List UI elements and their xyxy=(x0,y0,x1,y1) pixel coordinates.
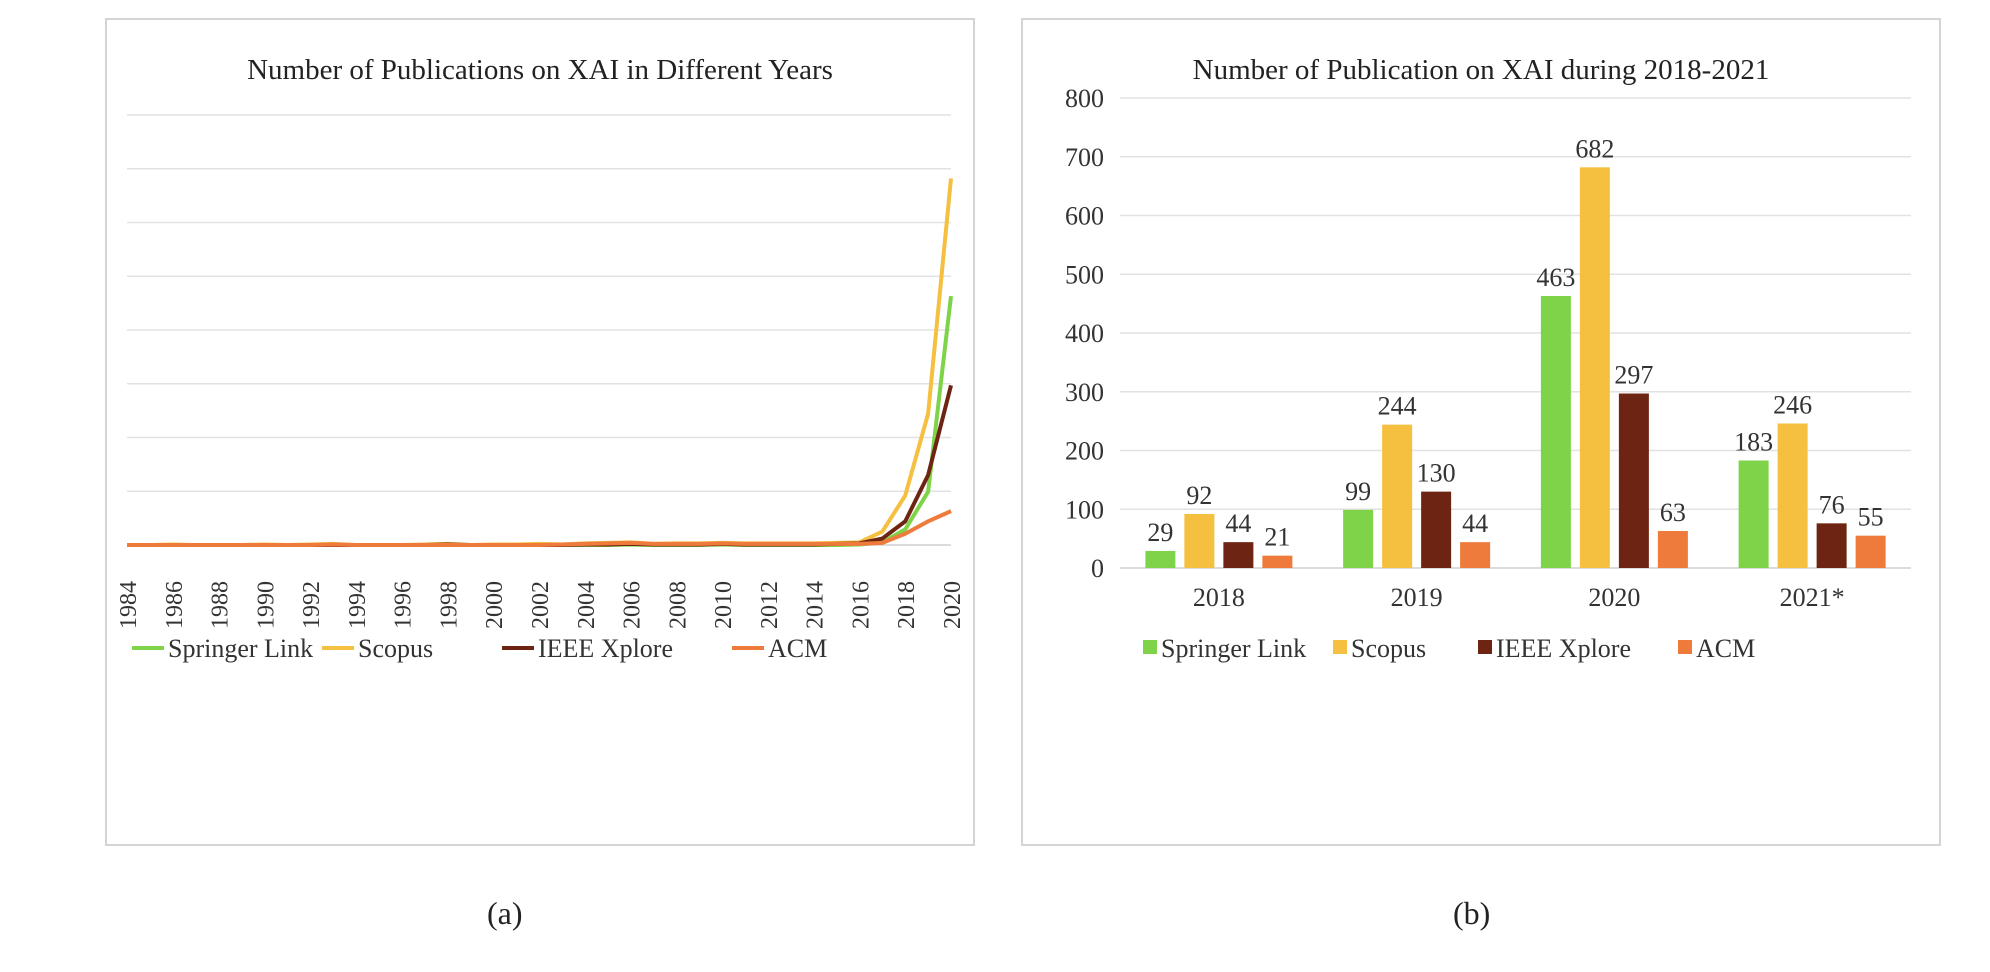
caption-a: (a) xyxy=(487,895,523,931)
y-tick-label: 100 xyxy=(1065,495,1104,524)
x-tick-label: 2004 xyxy=(574,581,600,629)
legend-label: ACM xyxy=(1696,634,1755,663)
data-label: 246 xyxy=(1773,390,1812,419)
data-label: 44 xyxy=(1225,509,1251,538)
x-tick-label: 2016 xyxy=(848,581,874,629)
x-tick-label: 1996 xyxy=(391,581,417,629)
data-label: 29 xyxy=(1147,518,1173,547)
data-label: 682 xyxy=(1575,134,1614,163)
y-tick-label: 200 xyxy=(1065,437,1104,466)
x-tick-label: 1998 xyxy=(436,581,462,629)
x-tick-label: 1984 xyxy=(116,581,142,629)
bar xyxy=(1657,530,1688,568)
data-label: 55 xyxy=(1858,503,1884,532)
bar xyxy=(1421,491,1452,568)
y-tick-label: 700 xyxy=(1065,143,1104,172)
x-tick-label: 2018 xyxy=(894,581,920,629)
x-tick-label: 2020 xyxy=(1588,583,1640,612)
data-label: 130 xyxy=(1417,459,1456,488)
legend-label: Springer Link xyxy=(168,634,313,663)
x-tick-label: 2000 xyxy=(482,581,508,629)
bar xyxy=(1460,542,1491,568)
y-tick-label: 0 xyxy=(1091,554,1104,583)
bar xyxy=(1579,167,1610,568)
chart-panel-a: Number of Publications on XAI in Differe… xyxy=(105,18,975,846)
x-tick-label: 2012 xyxy=(757,581,783,629)
bar xyxy=(1855,535,1886,568)
data-label: 244 xyxy=(1378,392,1417,421)
bar xyxy=(1343,509,1374,568)
bar xyxy=(1777,423,1808,568)
legend-label: IEEE Xplore xyxy=(538,634,673,663)
x-tick-label: 2008 xyxy=(665,581,691,629)
legend-label: IEEE Xplore xyxy=(1496,634,1631,663)
data-label: 21 xyxy=(1264,523,1290,552)
bar xyxy=(1145,550,1176,568)
x-tick-label: 2018 xyxy=(1193,583,1245,612)
chart-panel-b: Number of Publication on XAI during 2018… xyxy=(1021,18,1941,846)
legend-swatch xyxy=(1333,640,1347,654)
legend-label: Scopus xyxy=(358,634,433,663)
series-line xyxy=(127,384,953,547)
x-tick-label: 2021* xyxy=(1780,583,1845,612)
chart-title: Number of Publications on XAI in Differe… xyxy=(247,54,833,86)
x-tick-label: 2010 xyxy=(711,581,737,629)
x-tick-label: 1994 xyxy=(345,581,371,629)
x-tick-label: 2006 xyxy=(620,581,646,629)
bar xyxy=(1738,460,1769,568)
x-tick-label: 1992 xyxy=(299,581,325,629)
x-tick-label: 1988 xyxy=(208,581,234,629)
x-tick-label: 2002 xyxy=(528,581,554,629)
line-chart: 0100200300400500600700800198419861988199… xyxy=(116,114,966,663)
data-label: 99 xyxy=(1345,477,1371,506)
data-label: 297 xyxy=(1614,361,1653,390)
data-label: 44 xyxy=(1462,509,1488,538)
data-label: 76 xyxy=(1819,490,1845,519)
legend-swatch xyxy=(1478,640,1492,654)
bar xyxy=(1184,513,1215,568)
bar xyxy=(1816,523,1847,568)
x-tick-label: 2019 xyxy=(1391,583,1443,612)
bar xyxy=(1540,295,1571,568)
bar xyxy=(1382,424,1413,568)
series-line xyxy=(127,178,953,547)
legend-label: Scopus xyxy=(1351,634,1426,663)
y-tick-label: 500 xyxy=(1065,260,1104,289)
caption-b: (b) xyxy=(1453,895,1491,931)
bar xyxy=(1223,542,1254,568)
bar-chart: 0 100 200 300 400 500 600 700 800 29 92 44 21 2018 99 2… xyxy=(1065,84,1911,663)
series-line xyxy=(127,509,952,547)
legend-swatch xyxy=(1143,640,1157,654)
y-tick-label: 800 xyxy=(1065,84,1104,113)
series-line xyxy=(127,295,953,547)
x-tick-label: 1990 xyxy=(253,581,279,629)
legend-label: Springer Link xyxy=(1161,634,1306,663)
bar xyxy=(1618,393,1649,568)
data-label: 183 xyxy=(1734,427,1773,456)
y-tick-label: 600 xyxy=(1065,202,1104,231)
bar xyxy=(1262,555,1293,568)
data-label: 92 xyxy=(1186,481,1212,510)
x-tick-label: 2014 xyxy=(803,581,829,629)
x-tick-label: 1986 xyxy=(162,581,188,629)
y-tick-label: 400 xyxy=(1065,319,1104,348)
y-tick-label: 300 xyxy=(1065,378,1104,407)
chart-title: Number of Publication on XAI during 2018… xyxy=(1192,54,1770,86)
legend-swatch xyxy=(1678,640,1692,654)
legend-label: ACM xyxy=(768,634,827,663)
data-label: 63 xyxy=(1660,498,1686,527)
x-tick-label: 2020 xyxy=(940,581,966,629)
data-label: 463 xyxy=(1536,263,1575,292)
